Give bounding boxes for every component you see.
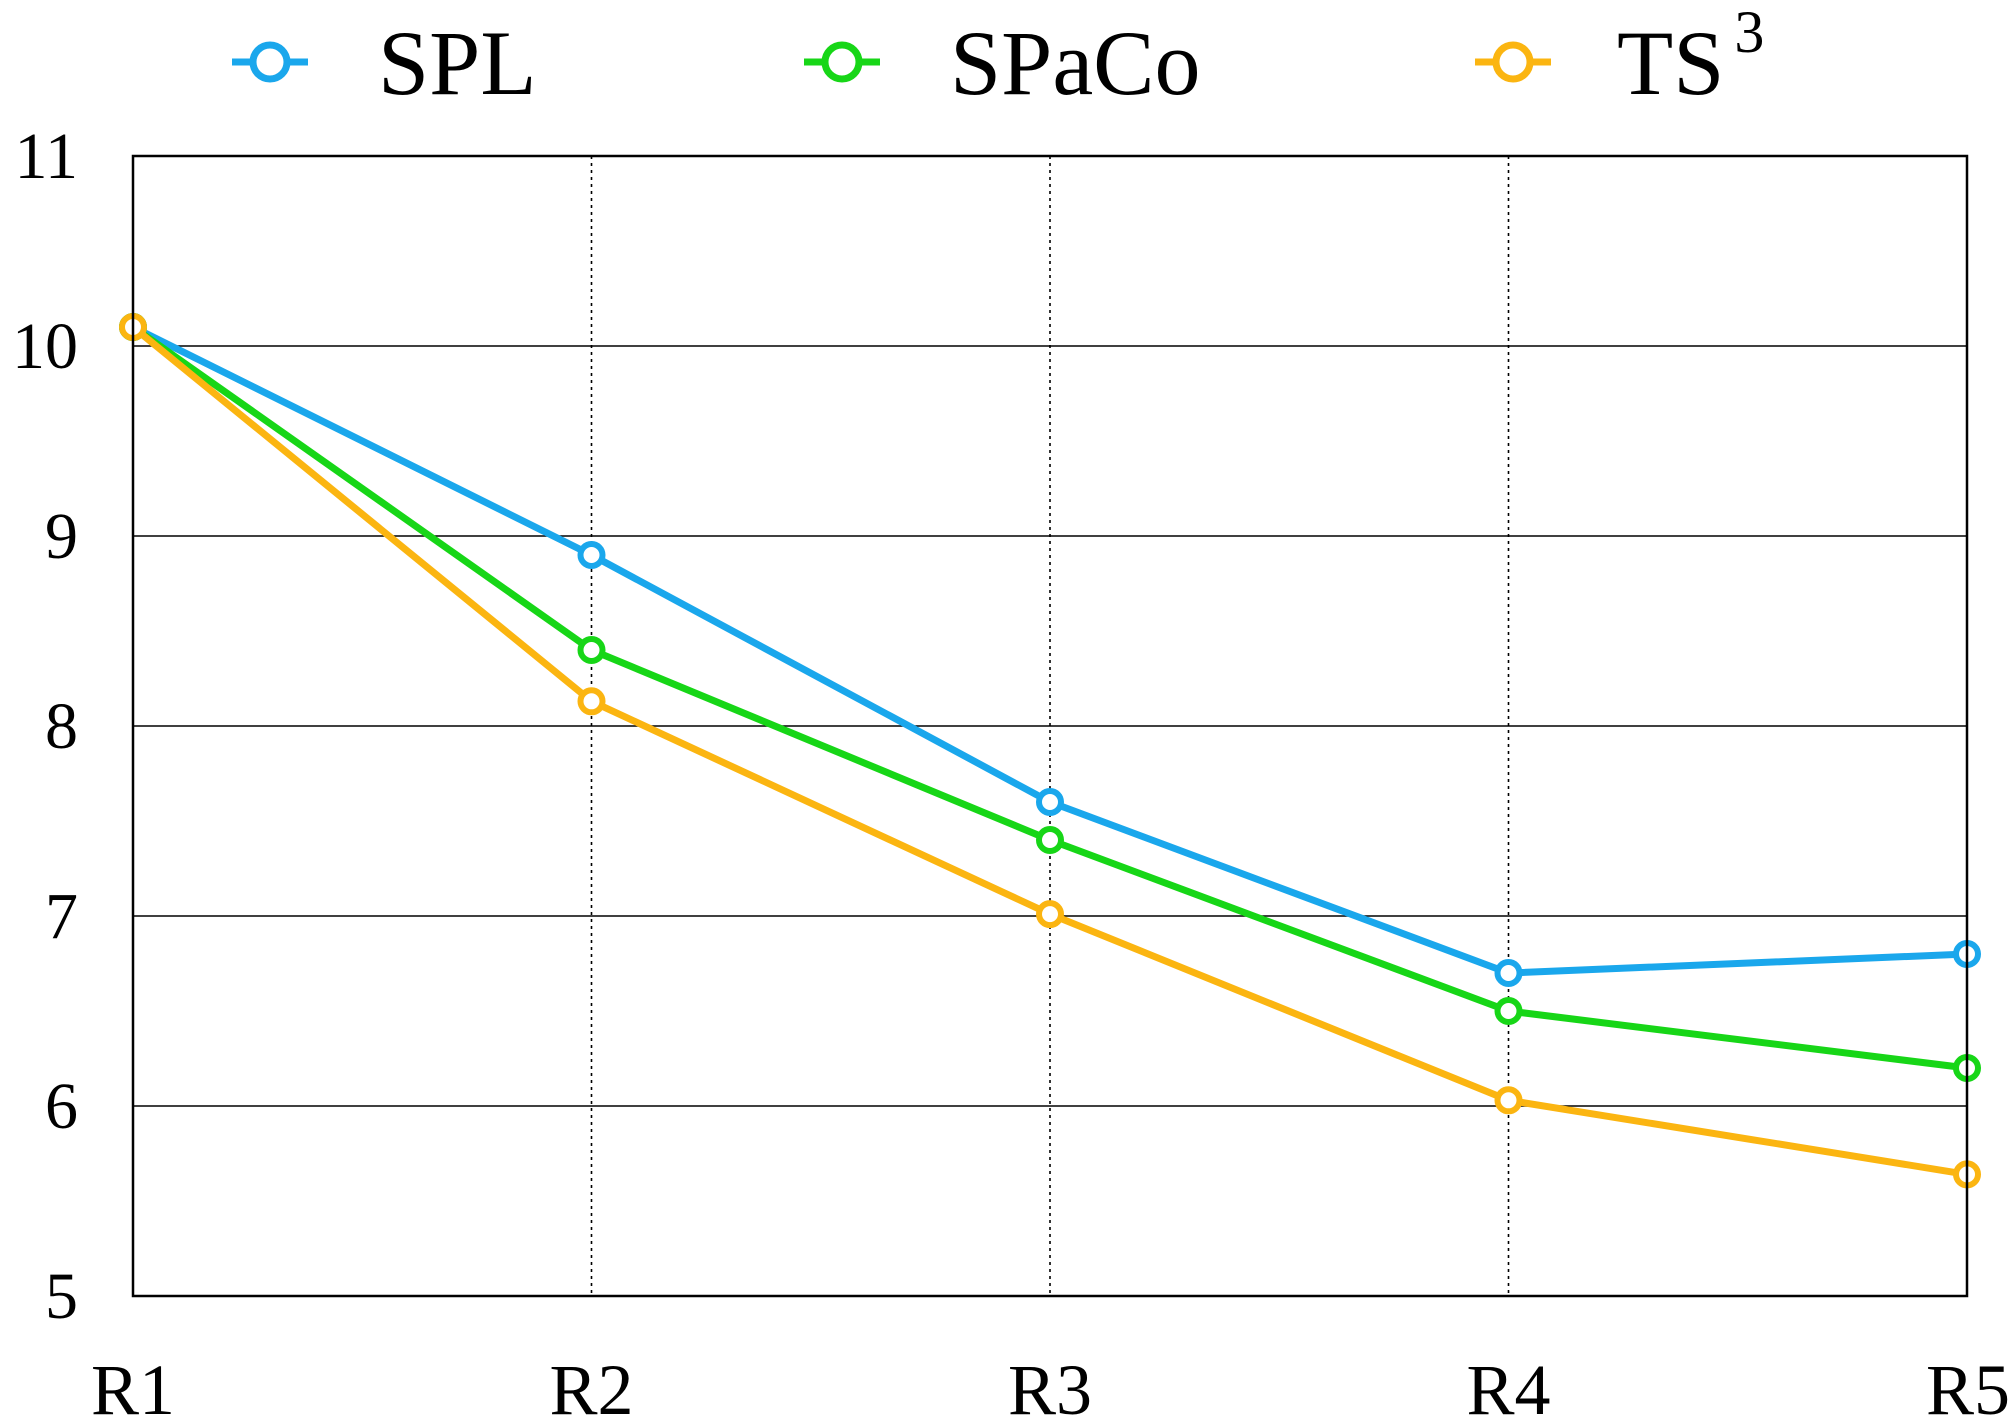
x-tick-label: R3 xyxy=(1008,1350,1092,1424)
y-tick-label: 9 xyxy=(45,500,78,573)
grid-lines xyxy=(133,156,1967,1296)
legend-item-ts: TS 3 xyxy=(1475,0,1764,114)
series-ts xyxy=(119,313,1981,1189)
y-tick-label: 8 xyxy=(45,690,78,763)
x-tick-label: R4 xyxy=(1466,1350,1550,1424)
legend-item-spl: SPL xyxy=(232,12,537,114)
legend-circle-marker xyxy=(249,41,291,83)
data-point xyxy=(1494,997,1523,1025)
y-tick-label: 7 xyxy=(45,880,78,953)
y-tick-label: 5 xyxy=(45,1260,78,1333)
x-tick-label: R5 xyxy=(1926,1350,2010,1424)
x-tick-label: R1 xyxy=(91,1350,175,1424)
data-point xyxy=(577,687,606,716)
legend: SPL SPaCo TS 3 xyxy=(232,0,1764,114)
legend-label: SPaCo xyxy=(950,12,1201,114)
legend-label: TS 3 xyxy=(1617,0,1764,114)
plot-frame xyxy=(131,154,1969,1298)
y-tick-label: 11 xyxy=(14,120,78,193)
legend-circle-marker xyxy=(821,41,863,83)
data-point xyxy=(1036,788,1064,816)
data-point xyxy=(1036,826,1064,854)
y-tick-label: 6 xyxy=(45,1070,78,1143)
data-point xyxy=(1494,959,1523,987)
legend-label-superscript: 3 xyxy=(1734,0,1764,65)
y-tick-label: 10 xyxy=(12,310,78,383)
axis-tick-labels: 5 6 7 8 9 10 11 R1 R2 R3 R4 R5 xyxy=(12,120,2010,1424)
data-point xyxy=(1036,900,1064,929)
legend-circle-marker xyxy=(1492,41,1534,83)
legend-label: SPL xyxy=(378,12,537,114)
legend-item-spaco: SPaCo xyxy=(804,12,1201,114)
data-point xyxy=(577,541,606,569)
data-point xyxy=(577,636,606,664)
data-point xyxy=(1494,1086,1523,1115)
x-tick-label: R2 xyxy=(549,1350,633,1424)
